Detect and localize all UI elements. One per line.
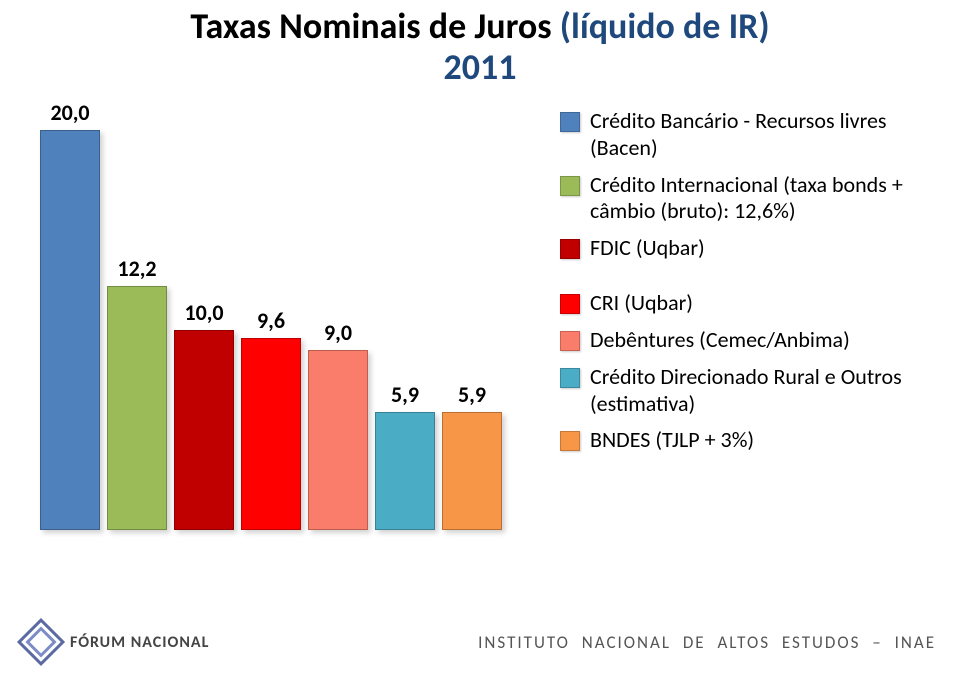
bar-chart: 20,012,210,09,69,05,95,9 [40,130,540,530]
title-part-black: Taxas Nominais de Juros [190,4,559,48]
chart-title: Taxas Nominais de Juros (líquido de IR) … [0,6,960,89]
title-line1: Taxas Nominais de Juros (líquido de IR) [0,6,960,47]
footer-logo-icon [24,625,58,659]
bar-label-0: 20,0 [30,99,110,126]
legend-swatch [560,294,580,314]
bar-label-1: 12,2 [97,255,177,282]
bar-0 [40,130,100,530]
legend-text: Crédito Bancário - Recursos livres (Bace… [590,108,940,162]
bar-label-4: 9,0 [298,319,378,346]
legend-text: Crédito Direcionado Rural e Outros (esti… [590,364,940,418]
legend-swatch [560,239,580,259]
bar-label-6: 5,9 [432,381,512,408]
legend-swatch [560,176,580,196]
footer-right-text: INSTITUTO NACIONAL DE ALTOS ESTUDOS – IN… [478,632,936,653]
bar-5 [375,412,435,530]
footer-left-text: FÓRUM NACIONAL [70,633,209,652]
legend-swatch [560,431,580,451]
legend-text: Crédito Internacional (taxa bonds + câmb… [590,172,940,226]
legend-text: BNDES (TJLP + 3%) [590,427,754,454]
legend: Crédito Bancário - Recursos livres (Bace… [560,108,940,464]
legend-item: Crédito Bancário - Recursos livres (Bace… [560,108,940,162]
bar-6 [442,412,502,530]
legend-item: CRI (Uqbar) [560,290,940,317]
bar-4 [308,350,368,530]
title-line2: 2011 [0,47,960,88]
legend-item: BNDES (TJLP + 3%) [560,427,940,454]
legend-text: CRI (Uqbar) [590,290,693,317]
legend-text: FDIC (Uqbar) [590,235,705,262]
title-part-accent: (líquido de IR) [560,4,770,48]
bar-2 [174,330,234,530]
footer-left: FÓRUM NACIONAL [24,625,209,659]
bar-3 [241,338,301,530]
bar-1 [107,286,167,530]
legend-item: Crédito Internacional (taxa bonds + câmb… [560,172,940,226]
legend-text: Debêntures (Cemec/Anbima) [590,327,850,354]
legend-swatch [560,331,580,351]
legend-item: Debêntures (Cemec/Anbima) [560,327,940,354]
legend-swatch [560,112,580,132]
legend-swatch [560,368,580,388]
legend-item: Crédito Direcionado Rural e Outros (esti… [560,364,940,418]
footer: FÓRUM NACIONAL INSTITUTO NACIONAL DE ALT… [0,610,960,674]
legend-item: FDIC (Uqbar) [560,235,940,262]
